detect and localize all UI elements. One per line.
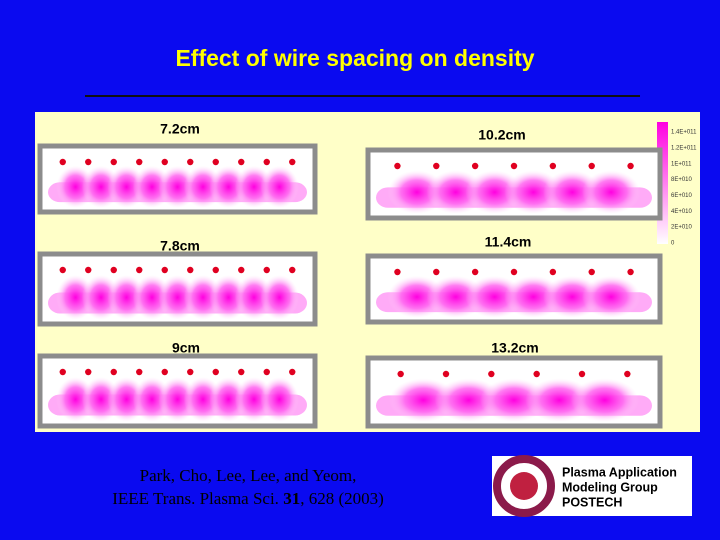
wire <box>289 266 296 274</box>
wire <box>588 162 595 170</box>
wire <box>533 370 540 378</box>
wire <box>110 266 117 274</box>
wire <box>110 368 117 376</box>
wire <box>187 158 194 166</box>
wire <box>510 268 518 276</box>
wire <box>263 368 270 376</box>
wire <box>212 158 219 166</box>
panels: 7.2cm 10.2cm 7.8cm 11.4cm 9cm 13.2cm <box>37 121 663 429</box>
wire <box>433 268 440 276</box>
panel-label: 10.2cm <box>478 127 525 143</box>
density-blob <box>260 377 299 422</box>
density-blob <box>260 275 299 320</box>
citation-pages: , 628 (2003) <box>300 489 384 508</box>
slide-title: Effect of wire spacing on density <box>175 45 534 71</box>
citation-line: Park, Cho, Lee, Lee, and Yeom, <box>140 466 357 485</box>
density-blob <box>582 170 641 214</box>
panel-label: 9cm <box>172 340 200 356</box>
colorbar-label: 2E+010 <box>671 225 693 231</box>
wire <box>624 370 631 378</box>
wire <box>238 368 245 376</box>
wire <box>187 368 194 376</box>
colorbar-labels: 1.4E+011 1.2E+011 1E+011 8E+010 6E+010 4E+010… <box>671 130 697 247</box>
colorbar-label: 1.4E+011 <box>671 130 697 136</box>
wire <box>212 368 219 376</box>
wire <box>161 158 168 166</box>
colorbar-label: 1E+011 <box>671 161 692 167</box>
wire <box>289 368 296 376</box>
wire <box>549 268 557 276</box>
wire <box>488 370 495 378</box>
colorbar-label: 6E+010 <box>671 193 693 199</box>
wire <box>238 266 245 274</box>
wire <box>433 162 440 170</box>
wire <box>187 266 194 274</box>
colorbar-label: 1.2E+011 <box>671 145 697 151</box>
wire <box>59 368 66 376</box>
wire <box>397 370 404 378</box>
density-blob <box>582 275 641 319</box>
logo-line: Modeling Group <box>562 480 658 494</box>
panel-label: 11.4cm <box>485 234 532 250</box>
wire <box>85 158 92 166</box>
wire <box>85 368 92 376</box>
wire <box>578 370 586 378</box>
wire <box>627 162 634 170</box>
density-blob <box>570 378 639 422</box>
logo-line: Plasma Application <box>562 465 677 479</box>
colorbar-label: 0 <box>671 241 675 247</box>
wire <box>471 162 479 170</box>
colorbar-label: 8E+010 <box>671 177 693 183</box>
logo-emblem-center <box>510 472 538 500</box>
wire <box>289 158 296 166</box>
wire <box>627 268 634 276</box>
wire <box>212 266 219 274</box>
wire <box>588 268 595 276</box>
wire <box>161 368 168 376</box>
wire <box>136 266 143 274</box>
wire <box>136 368 143 376</box>
citation-journal: IEEE Trans. Plasma Sci. <box>112 489 283 508</box>
panel-label: 7.2cm <box>160 121 200 137</box>
wire <box>549 162 557 170</box>
wire <box>394 268 401 276</box>
wire <box>161 266 168 274</box>
citation-line: IEEE Trans. Plasma Sci. 31, 628 (2003) <box>112 489 384 508</box>
wire <box>263 266 270 274</box>
wire <box>110 158 117 166</box>
citation-volume: 31 <box>283 489 300 508</box>
panel-label: 13.2cm <box>491 340 538 356</box>
colorbar-label: 4E+010 <box>671 209 693 215</box>
wire <box>263 158 270 166</box>
wire <box>442 370 450 378</box>
wire <box>394 162 401 170</box>
wire <box>136 158 143 166</box>
wire <box>59 158 66 166</box>
wire <box>471 268 479 276</box>
wire <box>510 162 518 170</box>
wire <box>238 158 245 166</box>
logo-line: POSTECH <box>562 495 622 509</box>
panel-label: 7.8cm <box>160 238 200 254</box>
wire <box>59 266 66 274</box>
density-blob <box>260 165 299 209</box>
wire <box>85 266 92 274</box>
